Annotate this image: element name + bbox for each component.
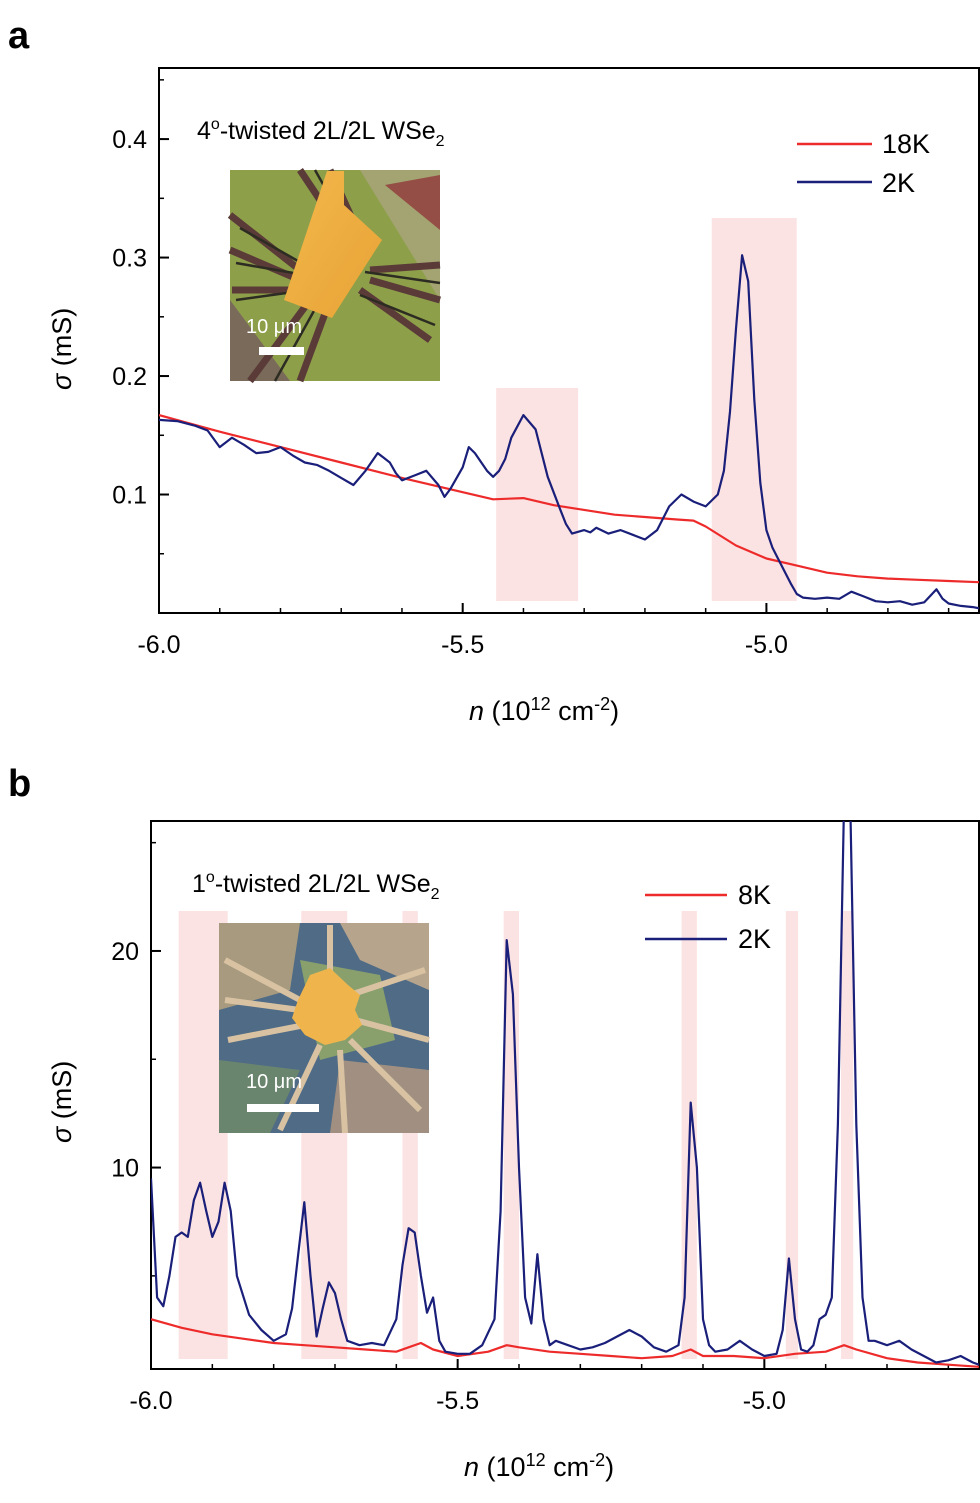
y-axis-label-a: σ (mS) <box>47 308 77 390</box>
legend-label-18K: 18K <box>882 129 930 159</box>
panel-b: b 10 20 -6.0 -5.5 -5.0 1o-twisted 2L/2L WSe… <box>8 763 980 1482</box>
x-axis-label-a: n (1012 cm-2) <box>469 694 619 726</box>
y-axis-b: 10 20 <box>111 841 161 1277</box>
panel-label-b: b <box>8 763 31 805</box>
inset-micrograph-a: 10 μm <box>227 168 441 384</box>
legend-label-2K-a: 2K <box>882 168 915 198</box>
y-tick-label: 10 <box>111 1155 139 1183</box>
x-tick-label: -6.0 <box>137 631 180 659</box>
inset-scale-label-b: 10 μm <box>246 1071 302 1093</box>
y-tick-label: 0.1 <box>112 482 147 510</box>
x-axis-label-b: n (1012 cm-2) <box>464 1450 614 1482</box>
series-line-8K <box>151 1318 979 1368</box>
legend-b: 8K 2K <box>645 880 771 954</box>
y-tick-label: 20 <box>111 938 139 966</box>
series-line-2K <box>151 821 979 1366</box>
y-axis-a: 0.1 0.2 0.3 0.4 <box>112 79 169 555</box>
x-tick-label: -5.5 <box>441 631 484 659</box>
plot-frame-b <box>150 820 980 1370</box>
x-axis-b: -6.0 -5.5 -5.0 <box>129 1359 950 1415</box>
panel-a: a 0.1 0.2 0.3 0.4 -6.0 -5.5 -5.0 4o-twisted 2… <box>8 15 980 726</box>
series-line-18K <box>159 414 979 584</box>
sample-label-b: 1o-twisted 2L/2L WSe2 <box>192 869 440 903</box>
y-tick-label: 0.2 <box>112 363 147 391</box>
highlight-bands-a <box>496 218 797 601</box>
sample-label-a: 4o-twisted 2L/2L WSe2 <box>197 116 445 150</box>
legend-label-2K-b: 2K <box>738 924 771 954</box>
x-tick-label: -5.0 <box>745 631 788 659</box>
series-lines-a <box>159 254 979 610</box>
series-lines-b <box>151 821 979 1368</box>
plot-frame-a <box>158 67 980 614</box>
x-axis-a: -6.0 -5.5 -5.0 <box>137 603 950 659</box>
highlight-band <box>503 911 519 1359</box>
inset-micrograph-b: 10 μm <box>219 923 430 1134</box>
y-axis-label-b: σ (mS) <box>47 1061 77 1143</box>
inset-scale-label-a: 10 μm <box>246 316 302 338</box>
highlight-band <box>785 911 799 1359</box>
highlight-band <box>841 911 854 1359</box>
legend-label-8K: 8K <box>738 880 771 910</box>
y-tick-label: 0.4 <box>112 126 147 154</box>
x-tick-label: -5.5 <box>436 1387 479 1415</box>
x-tick-label: -6.0 <box>129 1387 172 1415</box>
y-tick-label: 0.3 <box>112 245 147 273</box>
x-tick-label: -5.0 <box>743 1387 786 1415</box>
legend-a: 18K 2K <box>797 129 930 198</box>
highlight-band <box>496 388 579 601</box>
series-line-2K <box>159 254 979 610</box>
panel-label-a: a <box>8 15 30 57</box>
